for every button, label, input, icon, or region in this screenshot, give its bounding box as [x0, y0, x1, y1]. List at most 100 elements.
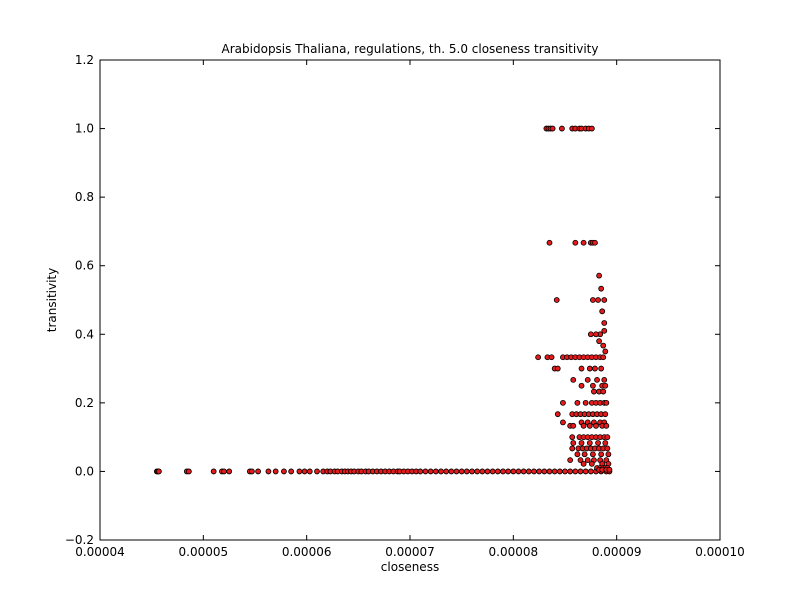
data-point [601, 320, 608, 326]
data-point [574, 451, 581, 458]
data-point [505, 468, 512, 475]
data-point [603, 399, 610, 406]
data-point [590, 382, 596, 389]
data-point [248, 468, 255, 475]
y-tick-label: 1.2 [75, 53, 94, 67]
data-point [560, 399, 566, 406]
data-point [581, 451, 588, 458]
data-point [548, 354, 555, 361]
data-point [572, 468, 579, 475]
data-point [574, 399, 581, 406]
data-point [417, 468, 424, 475]
x-tick-label: 0.00006 [282, 545, 332, 559]
x-tick-label: 0.00007 [385, 545, 435, 559]
data-point [515, 468, 522, 475]
data-point [604, 434, 611, 441]
data-point [591, 388, 597, 395]
data-point [595, 297, 601, 303]
data-point [453, 468, 460, 475]
data-point [599, 308, 606, 315]
data-point [265, 468, 272, 475]
data-point [593, 331, 599, 338]
data-point [531, 468, 537, 475]
data-point [556, 468, 563, 475]
data-point [572, 239, 579, 246]
data-point [588, 125, 595, 132]
data-point [582, 399, 589, 406]
data-point [587, 331, 594, 338]
chart-title: Arabidopsis Thaliana, regulations, th. 5… [222, 42, 599, 56]
data-point [594, 376, 600, 383]
data-point [155, 468, 162, 475]
data-point [570, 376, 577, 383]
data-point [593, 422, 599, 429]
data-point [562, 468, 568, 475]
y-tick-label: 1.0 [75, 122, 94, 136]
data-point [296, 468, 303, 475]
data-point [600, 342, 607, 349]
data-point [580, 460, 587, 467]
data-point [601, 376, 608, 383]
data-point [469, 468, 475, 475]
data-point [510, 468, 517, 475]
data-point [541, 468, 548, 475]
data-point [602, 440, 609, 446]
y-tick-label: 0.8 [75, 190, 94, 204]
data-point [598, 451, 605, 458]
x-tick-label: 0.00010 [695, 545, 745, 559]
data-point [596, 338, 602, 345]
data-point [602, 382, 609, 389]
data-point [606, 466, 613, 473]
data-point [479, 468, 486, 475]
data-point [185, 468, 192, 475]
data-point [580, 422, 587, 429]
data-point [549, 125, 556, 132]
data-point [432, 468, 439, 475]
data-point [226, 468, 233, 475]
data-point [438, 468, 444, 475]
data-point [551, 468, 558, 475]
data-point [494, 468, 501, 475]
x-tick-label: 0.00009 [592, 545, 642, 559]
data-point [569, 434, 576, 441]
data-point [546, 468, 553, 475]
data-point [474, 468, 481, 475]
data-point [578, 440, 585, 446]
data-point [590, 451, 596, 458]
data-point [567, 468, 574, 475]
y-tick-label: 0.4 [75, 327, 94, 341]
data-point [288, 468, 295, 475]
data-point [600, 354, 607, 361]
data-point [221, 468, 227, 475]
data-point [484, 468, 491, 475]
data-point [301, 468, 308, 475]
data-point [281, 468, 287, 475]
data-point [306, 468, 313, 475]
data-point [554, 365, 561, 372]
data-point [520, 468, 527, 475]
data-point [580, 239, 587, 246]
data-point [489, 468, 496, 475]
data-point [601, 297, 608, 303]
data-point [592, 239, 598, 246]
x-tick-label: 0.00008 [489, 545, 539, 559]
data-point [570, 440, 577, 446]
data-point [598, 365, 605, 372]
data-point [586, 440, 593, 446]
data-point [587, 468, 594, 475]
data-point [578, 382, 585, 389]
data-point [500, 468, 506, 475]
data-point [577, 468, 584, 475]
data-point [577, 457, 584, 464]
y-tick-label: 0.2 [75, 396, 94, 410]
data-point [603, 422, 610, 429]
data-point [567, 457, 574, 464]
data-point [536, 468, 543, 475]
data-point [443, 468, 450, 475]
data-point [535, 354, 542, 361]
data-point [602, 348, 609, 355]
data-point [427, 468, 434, 475]
data-point [554, 411, 561, 418]
data-point [525, 468, 532, 475]
data-point [272, 468, 279, 475]
